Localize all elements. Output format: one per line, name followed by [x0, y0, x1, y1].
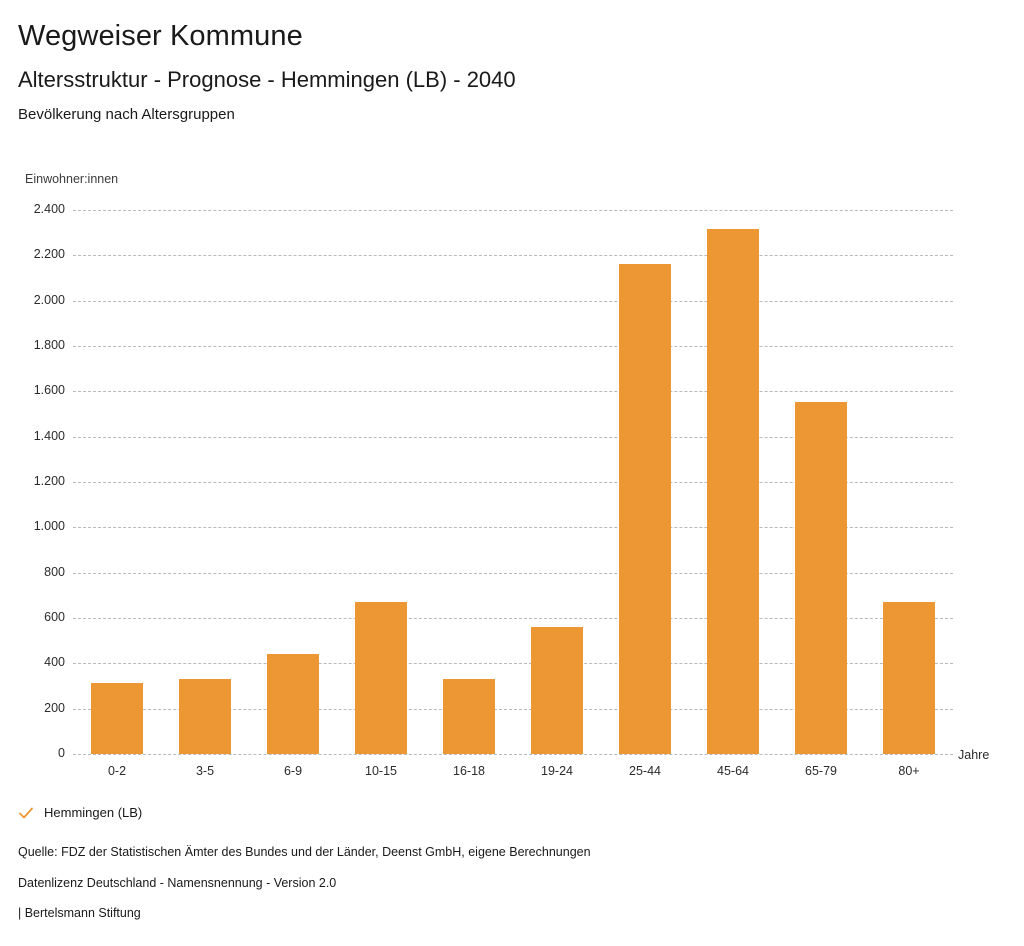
footer-publisher: | Bertelsmann Stiftung [18, 906, 141, 920]
bar[interactable] [443, 679, 495, 754]
footer-license: Datenlizenz Deutschland - Namensnennung … [18, 876, 337, 890]
bar[interactable] [883, 601, 935, 754]
x-axis-tick-label: 10-15 [365, 764, 397, 778]
x-axis-tick-label: 16-18 [453, 764, 485, 778]
x-axis-tick-label: 80+ [898, 764, 920, 778]
y-axis-tick-label: 1.400 [33, 428, 65, 443]
gridline [73, 346, 953, 347]
gridline [73, 754, 953, 755]
gridline [73, 255, 953, 257]
y-axis-tick-label: 1.600 [33, 383, 65, 398]
bar[interactable] [707, 229, 759, 754]
y-axis-tick-label: 1.200 [33, 474, 65, 488]
x-axis-tick-label: 6-9 [283, 764, 303, 778]
y-axis-tick-label: 2.000 [33, 292, 65, 307]
y-axis-tick-label: 1.000 [33, 519, 65, 534]
y-axis-tick-label: 600 [44, 610, 65, 624]
x-axis-tick-label: 0-2 [107, 764, 127, 778]
bar[interactable] [619, 263, 671, 754]
x-axis-tick-label: 3-5 [195, 764, 215, 778]
x-axis-tick-label: 19-24 [541, 764, 573, 778]
x-axis-tick-label: 65-79 [805, 764, 837, 778]
check-icon [18, 806, 34, 820]
chart-legend[interactable]: Hemmingen (LB) [18, 805, 142, 820]
gridline [73, 436, 953, 438]
bar[interactable] [531, 626, 583, 754]
gridline [73, 482, 953, 483]
gridline [73, 300, 953, 302]
page-title: Wegweiser Kommune [18, 20, 303, 52]
x-axis-title: Jahre [958, 748, 990, 762]
y-axis-tick-label: 2.200 [33, 247, 65, 262]
gridline [73, 663, 953, 665]
y-axis-tick-label: 800 [44, 564, 65, 579]
y-axis-tick-label: 1.800 [33, 338, 65, 352]
bar[interactable] [179, 679, 231, 754]
gridline [73, 210, 953, 211]
y-axis-tick-label: 2.400 [33, 202, 65, 216]
bar[interactable] [795, 402, 847, 754]
bar[interactable] [267, 654, 319, 754]
bar[interactable] [355, 601, 407, 754]
legend-item-label: Hemmingen (LB) [44, 805, 143, 820]
chart-plot-area: 2.400 2.200 2.000 1.800 1.600 1.400 1.200 1.000… [34, 202, 953, 778]
gridline [73, 618, 953, 619]
x-axis-tick-label: 25-44 [629, 764, 661, 778]
gridline [73, 572, 953, 574]
gridline [73, 708, 953, 710]
y-axis-tick-label: 400 [44, 655, 65, 670]
y-axis-tick-label: 0 [58, 746, 65, 760]
bar[interactable] [91, 683, 143, 754]
y-axis-title: Einwohner:innen [25, 172, 119, 186]
x-axis-tick-label: 45-64 [717, 764, 749, 778]
chart-description: Bevölkerung nach Altersgruppen [18, 106, 235, 123]
footer-source: Quelle: FDZ der Statistischen Ämter des … [18, 845, 591, 859]
gridline [73, 391, 953, 393]
gridline [73, 527, 953, 529]
y-axis-tick-label: 200 [44, 700, 65, 715]
chart-subtitle: Altersstruktur - Prognose - Hemmingen (L… [18, 67, 516, 92]
